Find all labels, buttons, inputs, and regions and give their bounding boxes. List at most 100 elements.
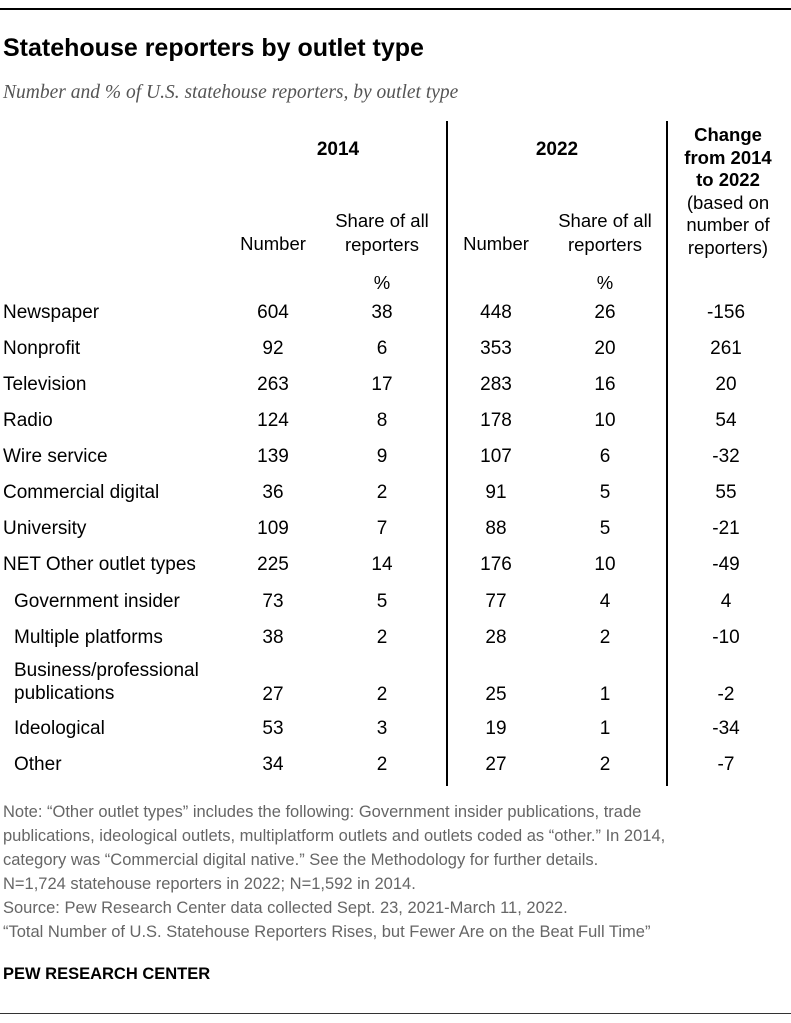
value-2022-number: 88	[485, 518, 507, 539]
value-2014-number: 139	[257, 446, 289, 467]
unit-2022-share: %	[596, 272, 614, 293]
value-2022-share: 10	[594, 554, 616, 575]
header-2014-number: Number	[240, 233, 306, 254]
top-rule	[0, 8, 791, 10]
value-2014-share: 8	[376, 410, 388, 431]
note-line: category was “Commercial digital native.…	[3, 851, 599, 869]
value-2022-share: 16	[594, 374, 616, 395]
value-2022-number: 25	[485, 684, 507, 705]
table-row: University 109 7 88 5 -21	[0, 518, 791, 548]
row-label: Government insider	[14, 591, 180, 612]
header-2022: 2022	[535, 139, 579, 160]
table-row: Multiple platforms 38 2 28 2 -10	[0, 627, 791, 657]
value-2014-number: 38	[262, 627, 284, 648]
value-change: -10	[712, 627, 740, 648]
value-2022-share: 6	[599, 446, 611, 467]
value-2022-share: 4	[599, 591, 611, 612]
column-divider-2022-change	[666, 121, 668, 786]
table-row: Wire service 139 9 107 6 -32	[0, 446, 791, 476]
row-label: Other	[14, 754, 62, 775]
value-change: -32	[712, 446, 740, 467]
value-2014-share: 5	[376, 591, 388, 612]
row-label: Television	[3, 374, 87, 395]
value-2014-share: 14	[371, 554, 393, 575]
value-2022-share: 20	[594, 338, 616, 359]
value-2014-number: 109	[257, 518, 289, 539]
table-row: Newspaper 604 38 448 26 -156	[0, 302, 791, 332]
value-change: 20	[715, 374, 737, 395]
value-2022-number: 178	[480, 410, 512, 431]
row-label: Ideological	[14, 718, 105, 739]
note-line: publications, ideological outlets, multi…	[3, 827, 666, 845]
value-change: -156	[706, 302, 746, 323]
value-2022-share: 26	[594, 302, 616, 323]
header-2022-share-line-2: reporters	[567, 233, 643, 255]
row-label: Business/professional publications	[14, 660, 199, 705]
header-2022-share-line-1: Share of all	[558, 210, 652, 231]
value-2022-share: 5	[599, 482, 611, 503]
value-2022-number: 353	[480, 338, 512, 359]
value-change: -7	[717, 754, 735, 775]
source-line: Source: Pew Research Center data collect…	[3, 899, 568, 917]
value-change: -21	[712, 518, 740, 539]
table-row: NET Other outlet types 225 14 176 10 -49	[0, 554, 791, 584]
header-2014-share: Share of all reporters	[322, 209, 442, 256]
table-row: Business/professional publications 27 2 25 1 -…	[0, 660, 791, 705]
value-2022-number: 77	[485, 591, 507, 612]
row-label-line-1: Business/professional	[14, 660, 199, 681]
value-2022-number: 448	[480, 302, 512, 323]
row-label: University	[3, 518, 87, 539]
value-2022-share: 1	[599, 718, 611, 739]
table-row: Commercial digital 36 2 91 5 55	[0, 482, 791, 512]
value-2022-number: 107	[480, 446, 512, 467]
table-row: Television 263 17 283 16 20	[0, 374, 791, 404]
value-2014-number: 36	[262, 482, 284, 503]
header-change-line-2: from 2014	[684, 146, 772, 168]
value-2022-share: 1	[599, 684, 611, 705]
row-label: Nonprofit	[3, 338, 81, 359]
row-label: NET Other outlet types	[3, 554, 196, 575]
table-row: Nonprofit 92 6 353 20 261	[0, 338, 791, 368]
row-label: Newspaper	[3, 302, 100, 323]
report-title-line: “Total Number of U.S. Statehouse Reporte…	[3, 923, 651, 941]
header-change-note-2: number of	[686, 214, 770, 235]
table-row: Radio 124 8 178 10 54	[0, 410, 791, 440]
value-change: -2	[717, 684, 735, 705]
value-2022-share: 5	[599, 518, 611, 539]
value-change: -34	[712, 718, 740, 739]
value-2022-number: 27	[485, 754, 507, 775]
value-change: 261	[710, 338, 742, 359]
value-2014-number: 225	[257, 554, 289, 575]
value-2022-number: 91	[485, 482, 507, 503]
value-2014-share: 2	[376, 482, 388, 503]
table-row: Government insider 73 5 77 4 4	[0, 591, 791, 621]
header-change-line-1: Change	[694, 124, 762, 145]
value-change: 4	[720, 591, 732, 612]
value-change: 55	[715, 482, 737, 503]
header-2022-number: Number	[463, 233, 529, 254]
row-label: Multiple platforms	[14, 627, 163, 648]
header-2014: 2014	[316, 139, 360, 160]
value-2014-share: 2	[376, 684, 388, 705]
value-2014-share: 3	[376, 718, 388, 739]
header-2014-share-line-1: Share of all	[335, 210, 429, 231]
value-2022-share: 2	[599, 627, 611, 648]
table-row: Ideological 53 3 19 1 -34	[0, 718, 791, 748]
header-change-line-3: to 2022	[696, 169, 760, 190]
value-2014-number: 604	[257, 302, 289, 323]
value-2014-share: 9	[376, 446, 388, 467]
value-2014-number: 27	[262, 684, 284, 705]
value-2014-number: 124	[257, 410, 289, 431]
row-label: Wire service	[3, 446, 108, 467]
notes: Note: “Other outlet types” includes the …	[3, 800, 783, 944]
value-2022-number: 283	[480, 374, 512, 395]
value-2022-share: 10	[594, 410, 616, 431]
table-row: Other 34 2 27 2 -7	[0, 754, 791, 784]
value-2014-number: 92	[262, 338, 284, 359]
value-2014-share: 2	[376, 627, 388, 648]
unit-2014-share: %	[373, 272, 391, 293]
value-2014-share: 2	[376, 754, 388, 775]
value-2022-share: 2	[599, 754, 611, 775]
value-2022-number: 176	[480, 554, 512, 575]
value-2022-number: 28	[485, 627, 507, 648]
